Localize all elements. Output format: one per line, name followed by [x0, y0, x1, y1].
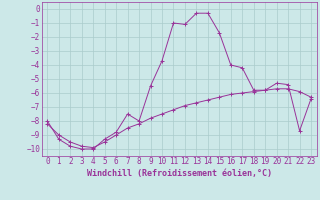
X-axis label: Windchill (Refroidissement éolien,°C): Windchill (Refroidissement éolien,°C)	[87, 169, 272, 178]
